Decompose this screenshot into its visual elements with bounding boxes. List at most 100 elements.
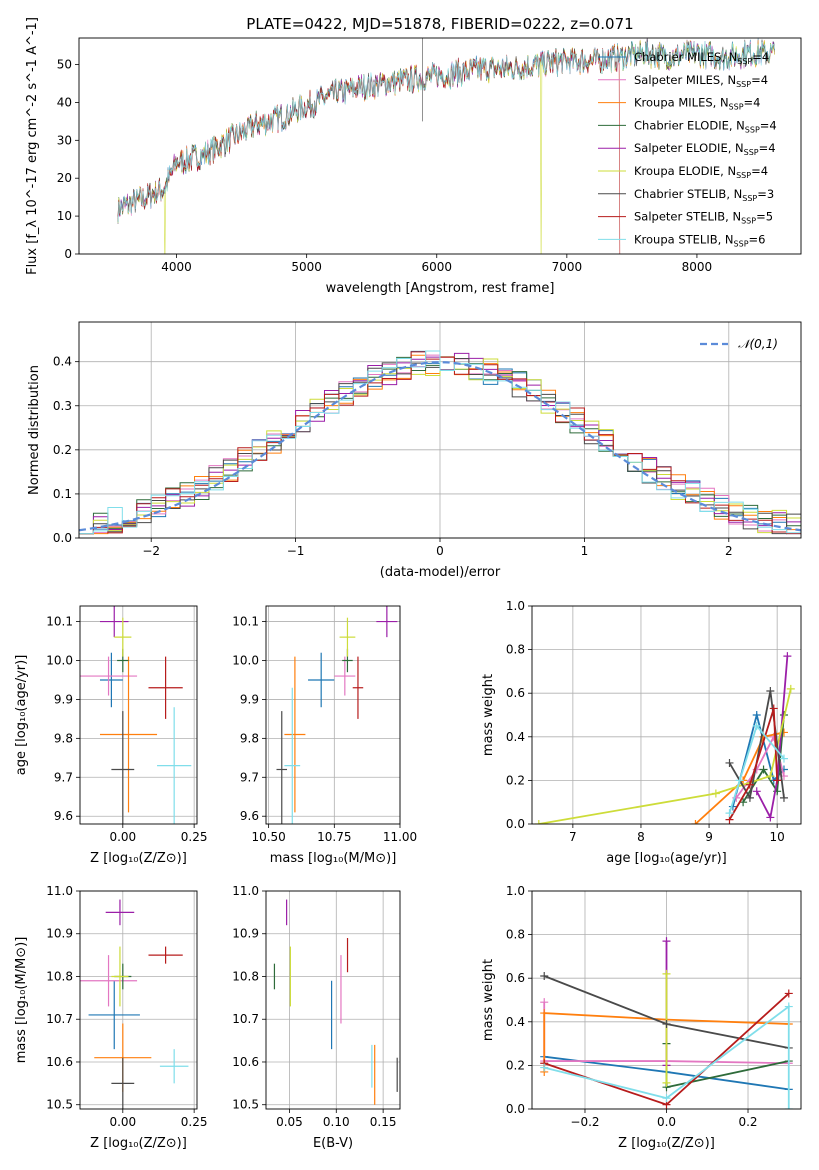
y-axis-label: Flux [f_λ 10^-17 erg cm^-2 s^-1 A^-1] [25,17,40,275]
y-tick-label: 10.1 [46,615,73,629]
plot-area [534,652,795,824]
legend: Chabrier MILES, NSSP=4 Salpeter MILES, NS… [598,50,777,248]
data-point [540,1063,549,1072]
errorbar-kroupa-stelib [284,687,301,824]
y-tick-label: 10.7 [46,1012,73,1026]
data-point [540,972,549,981]
errorbar-salpeter-stelib [352,656,364,719]
x-tick-label: 0.25 [181,830,208,844]
data-point [691,820,700,824]
x-axis-label: Z [log₁₀(Z/Z⊙)] [90,1136,187,1151]
series-line [728,708,779,821]
y-tick-label: 0.4 [53,355,72,369]
data-point [662,1019,671,1028]
legend-entry-chabrier-stelib: Chabrier STELIB, NSSP=3 [634,187,774,203]
data-point [662,969,671,978]
x-tick-label: −0.2 [570,1115,599,1129]
legend-entry-kroupa-elodie: Kroupa ELODIE, NSSP=4 [634,164,768,180]
errorbar-kroupa-elodie [114,617,132,657]
y-tick-label: 10.7 [232,1012,259,1026]
x-axis-label: mass [log₁₀(M/M⊙)] [270,851,397,866]
data-point [534,820,543,824]
panel-spectrum: 4000 5000 6000 7000 8000 0 10 20 30 40 50 wavelengt… [25,17,802,296]
series-kroupa-stelib [725,721,788,818]
y-tick-label: 10.1 [232,615,259,629]
errorbar-chabrier-stelib [111,711,135,824]
panel-residual-histogram: −2 −1 0 1 2 0.0 0.1 0.2 0.3 0.4 (data-model)/error… [27,321,802,580]
errorbar-chabrier-stelib [111,1057,135,1109]
y-tick-label: 0.2 [53,443,72,457]
plot-area [276,606,398,824]
x-tick-label: 7 [569,830,577,844]
data-point [540,1009,549,1018]
data-point [783,652,792,661]
series-kroupa-elodie [534,684,795,824]
y-tick-label: 10.5 [232,1098,259,1112]
data-point [711,789,720,798]
plot-area [273,899,398,1105]
data-point [725,809,734,818]
data-point [752,721,761,730]
y-tick-label: 11.0 [232,884,259,898]
x-axis-label: age [log₁₀(age/yr)] [606,851,727,866]
x-tick-label: 0.10 [323,1115,350,1129]
errorbar-chabrier-miles [99,652,123,708]
series-kroupa-stelib [540,1002,793,1109]
y-tick-label: 0.8 [506,643,525,657]
errorbar-salpeter-miles [80,656,138,696]
y-tick-label: 11.0 [46,884,73,898]
figure-title: PLATE=0422, MJD=51878, FIBERID=0222, z=0… [246,15,633,33]
y-tick-label: 0.4 [506,730,525,744]
data-point [745,780,754,789]
y-tick-label: 9.7 [54,770,73,784]
x-tick-label: 0.15 [370,1115,397,1129]
x-tick-label: 0 [436,544,444,558]
errorbar-chabrier-stelib [276,711,288,824]
panel-age-vs-Z: 0.00 0.25 9.6 9.7 9.8 9.9 10.0 10.1 Z [log₁₀(Z/Z… [14,605,208,866]
x-tick-label: 5000 [291,260,322,274]
data-point [769,704,778,713]
panel-weight-vs-age: 7 8 9 10 0.0 0.2 0.4 0.6 0.8 1.0 age [log₁₀(age/yr… [481,599,802,866]
legend-entry-kroupa-stelib: Kroupa STELIB, NSSP=6 [634,232,765,248]
y-tick-label: 0.4 [506,1015,525,1029]
x-tick-label: 10.75 [317,830,351,844]
data-point [784,1002,793,1011]
legend-entry-normal: 𝒩(0,1) [738,337,778,351]
errorbar-kroupa-elodie [111,946,129,1007]
x-tick-label: 0.00 [109,1115,136,1129]
x-axis-label: wavelength [Angstrom, rest frame] [326,281,555,296]
data-point [779,793,788,802]
y-tick-label: 0.2 [506,773,525,787]
data-point [735,776,744,785]
y-tick-label: 10.0 [232,654,259,668]
series-line [544,1004,790,1109]
y-tick-label: 10.9 [46,927,73,941]
x-tick-label: 11.00 [383,830,417,844]
y-tick-label: 50 [57,58,72,72]
legend: 𝒩(0,1) [700,337,778,351]
axes-frame [79,605,198,825]
x-tick-label: 8 [637,830,645,844]
x-axis-label: (data-model)/error [380,565,501,580]
data-point [779,754,788,763]
legend-entry-kroupa-miles: Kroupa MILES, NSSP=4 [634,96,760,112]
data-point [725,758,734,767]
series-line [538,688,792,824]
data-point [752,787,761,796]
x-tick-label: 6000 [421,260,452,274]
plot-area [540,937,793,1109]
errorbar-salpeter-stelib [148,656,183,719]
plot-area [80,606,192,824]
axes-frame [531,605,802,825]
data-point [773,776,782,785]
x-tick-label: 7000 [552,260,583,274]
y-tick-label: 9.7 [240,770,259,784]
spectrum-line-kroupa-stelib [117,40,775,223]
x-tick-label: 10.50 [251,830,285,844]
data-point [540,998,549,1007]
errorbar-salpeter-miles [80,955,138,1007]
errorbar-salpeter-miles [334,656,356,696]
y-tick-label: 1.0 [506,884,525,898]
errorbar-chabrier-miles [88,980,140,1050]
data-point [662,1078,671,1087]
